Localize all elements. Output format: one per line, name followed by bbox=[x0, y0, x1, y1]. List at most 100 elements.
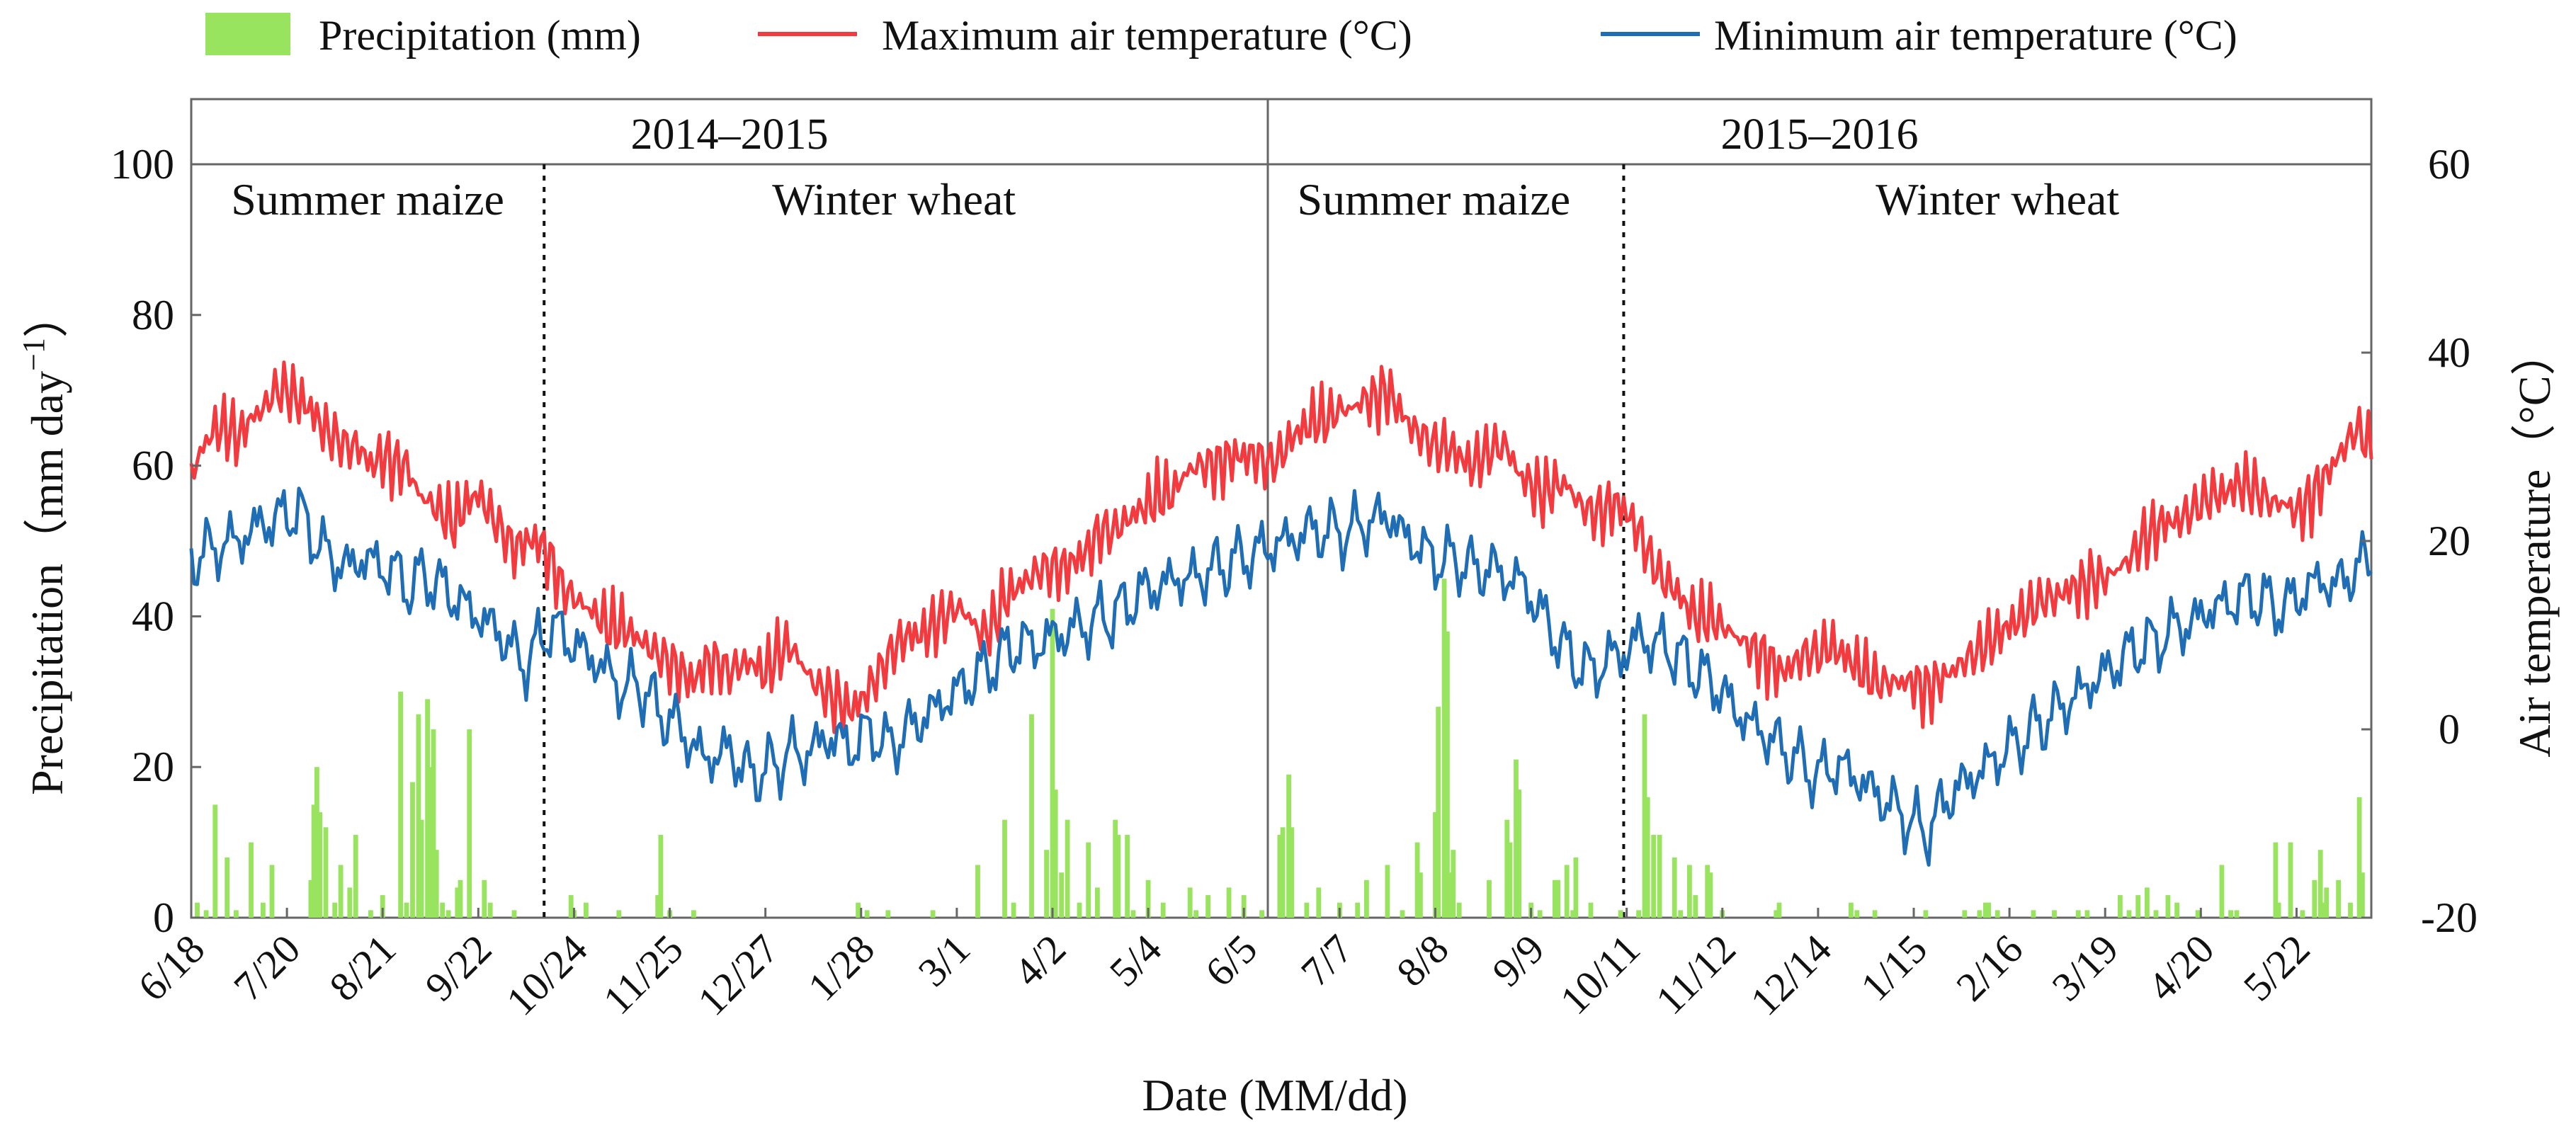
precipitation-bar bbox=[368, 910, 373, 918]
x-tick-label: 12/27 bbox=[689, 925, 788, 1024]
precipitation-bar bbox=[431, 729, 436, 918]
precipitation-bar bbox=[2336, 879, 2341, 918]
season-header: 2014–2015 2015–2016 bbox=[190, 98, 2373, 166]
precipitation-bar bbox=[1514, 759, 1519, 918]
x-tick-label: 10/24 bbox=[497, 925, 596, 1024]
precipitation-bar bbox=[1774, 910, 1779, 918]
precipitation-bar bbox=[1187, 887, 1193, 918]
precipitation-bar bbox=[1448, 872, 1453, 918]
x-tick-label: 12/14 bbox=[1742, 925, 1840, 1024]
x-tick-label: 6/18 bbox=[129, 925, 213, 1010]
precipitation-bar bbox=[1418, 872, 1423, 918]
precipitation-bar bbox=[323, 827, 329, 918]
precipitation-bar bbox=[2126, 910, 2132, 918]
precipitation-bar bbox=[1205, 895, 1210, 918]
legend-swatch-precipitation bbox=[205, 13, 290, 55]
precipitation-bar bbox=[584, 902, 589, 918]
precipitation-bar bbox=[425, 699, 430, 918]
y-axis-left-title-close: ） bbox=[22, 292, 72, 338]
precipitation-bar bbox=[2234, 910, 2240, 918]
y-axis-left-title-exponent: −1 bbox=[16, 338, 51, 371]
precipitation-bar bbox=[1002, 819, 1007, 918]
precipitation-bar bbox=[347, 887, 353, 918]
x-tick-label: 4/20 bbox=[2139, 925, 2223, 1010]
precipitation-bar bbox=[2145, 887, 2150, 918]
x-tick-label: 9/9 bbox=[1483, 925, 1553, 995]
x-tick-label: 3/1 bbox=[909, 925, 979, 995]
left-tick-label: 100 bbox=[110, 141, 174, 188]
max-temp-line bbox=[189, 360, 2373, 736]
precipitation-bar bbox=[212, 804, 218, 918]
precipitation-bar bbox=[440, 902, 446, 918]
precipitation-bar bbox=[2219, 865, 2225, 918]
min-temp-line bbox=[189, 486, 2373, 867]
precipitation-bar bbox=[2321, 902, 2326, 918]
precipitation-bar bbox=[1304, 902, 1310, 918]
precipitation-bar bbox=[1555, 879, 1560, 918]
precipitation-bar bbox=[249, 842, 254, 918]
precipitation-bar bbox=[1986, 902, 1991, 918]
precipitation-bar bbox=[1564, 865, 1570, 918]
precipitation-bar bbox=[568, 895, 574, 918]
precipitation-bar bbox=[1433, 812, 1438, 918]
precipitation-bars bbox=[195, 579, 2365, 918]
precipitation-bar bbox=[1570, 910, 1576, 918]
precipitation-bar bbox=[1516, 790, 1522, 918]
legend-label-min-temp: Minimum air temperature (°C) bbox=[1714, 12, 2237, 59]
stage-label-winter-wheat: Winter wheat bbox=[772, 174, 1016, 224]
precipitation-bar bbox=[2165, 895, 2171, 918]
precipitation-bar bbox=[1962, 910, 1968, 918]
plot-area: Summer maize Winter wheat Summer maize W… bbox=[189, 163, 2373, 919]
precipitation-bar bbox=[856, 902, 861, 918]
precipitation-bar bbox=[2276, 902, 2281, 918]
season-header-frame bbox=[190, 98, 2373, 166]
right-tick-label: -20 bbox=[2421, 894, 2478, 941]
precipitation-bar bbox=[1854, 910, 1860, 918]
y-axis-right-title: Air temperature（°C） bbox=[2509, 330, 2560, 757]
x-tick-label: 8/8 bbox=[1388, 925, 1457, 995]
precipitation-bar bbox=[482, 879, 487, 918]
precipitation-bar bbox=[1226, 887, 1232, 918]
precipitation-bar bbox=[1977, 910, 1982, 918]
precipitation-bar bbox=[1414, 842, 1420, 918]
legend: Precipitation (mm) Maximum air temperatu… bbox=[205, 12, 2237, 59]
precipitation-bar bbox=[308, 879, 314, 918]
x-tick-label: 4/2 bbox=[1005, 925, 1074, 995]
precipitation-bar bbox=[416, 714, 421, 918]
precipitation-bar bbox=[410, 782, 415, 918]
precipitation-bar bbox=[616, 910, 622, 918]
left-tick-label: 40 bbox=[132, 593, 174, 639]
precipitation-bar bbox=[2195, 910, 2201, 918]
precipitation-bar bbox=[2273, 842, 2279, 918]
precipitation-bar bbox=[1636, 910, 1641, 918]
precipitation-bar bbox=[975, 865, 980, 918]
precipitation-bar bbox=[1065, 819, 1070, 918]
right-tick-label: 40 bbox=[2428, 329, 2470, 376]
precipitation-bar bbox=[2031, 910, 2036, 918]
x-tick-label: 5/4 bbox=[1101, 925, 1170, 995]
left-tick-label: 0 bbox=[153, 894, 174, 941]
precipitation-bar bbox=[1645, 797, 1650, 918]
precipitation-bar bbox=[433, 850, 439, 918]
precipitation-bar bbox=[1537, 910, 1543, 918]
precipitation-bar bbox=[455, 887, 460, 918]
precipitation-bar bbox=[1553, 879, 1557, 918]
precipitation-bar bbox=[1678, 910, 1684, 918]
precipitation-bar bbox=[2174, 902, 2179, 918]
precipitation-bar bbox=[1708, 872, 1713, 918]
precipitation-bar bbox=[2324, 887, 2330, 918]
precipitation-bar bbox=[2228, 910, 2233, 918]
precipitation-bar bbox=[1995, 910, 2000, 918]
x-tick-label: 3/19 bbox=[2043, 925, 2128, 1010]
y-axis-left-title-main: Precipitation（mm day bbox=[22, 371, 72, 795]
precipitation-bar bbox=[398, 691, 403, 918]
precipitation-bar bbox=[1693, 895, 1698, 918]
precipitation-bar bbox=[2135, 895, 2141, 918]
precipitation-bar bbox=[2356, 797, 2362, 918]
precipitation-bar bbox=[2317, 850, 2323, 918]
precipitation-bar bbox=[658, 835, 664, 918]
precipitation-bar bbox=[864, 910, 870, 918]
precipitation-bar bbox=[1029, 714, 1034, 918]
